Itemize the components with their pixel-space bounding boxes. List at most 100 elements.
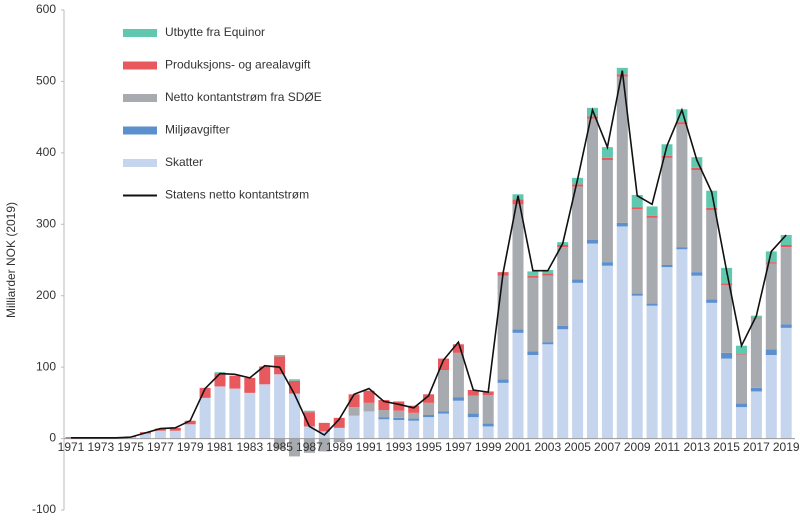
bar-segment (289, 393, 300, 439)
bar-segment (303, 438, 315, 453)
bar-segment (423, 415, 435, 418)
bar-segment (750, 319, 762, 388)
bar-segment (765, 355, 777, 439)
bar-segment (333, 417, 345, 428)
bar-segment (378, 419, 390, 439)
bar-segment (780, 245, 792, 248)
bar-segment (706, 302, 718, 439)
bar-segment (438, 411, 449, 414)
x-tick-label: 1981 (207, 440, 234, 454)
bar-segment (721, 352, 733, 359)
bar-segment (736, 407, 747, 439)
bar-segment (527, 277, 539, 352)
bar-segment (572, 184, 584, 187)
bar-segment (467, 413, 479, 418)
bar-segment (303, 412, 315, 427)
bar-segment (423, 394, 435, 403)
bar-segment (184, 420, 196, 425)
bar-segment (378, 417, 390, 420)
bar-segment (497, 275, 509, 380)
bar-segment (631, 209, 643, 294)
legend-label: Miljøavgifter (165, 123, 230, 137)
bar-segment (587, 243, 598, 439)
x-tick-label: 1983 (236, 440, 263, 454)
bar-segment (676, 109, 688, 123)
bar-segment (736, 403, 747, 408)
bar-segment (333, 438, 345, 443)
bar-segment (452, 397, 464, 401)
bar-segment (512, 332, 524, 439)
bar-segment (721, 358, 733, 439)
bar-segment (482, 391, 494, 395)
bar-segment (452, 344, 464, 353)
bar-segment (542, 273, 554, 276)
bar-segment (512, 199, 524, 205)
legend-label: Produksjons- og arealavgift (165, 58, 311, 72)
bar-segment (184, 424, 196, 439)
bar-segment (661, 267, 673, 439)
bar-segment (750, 391, 762, 439)
x-tick-label: 1977 (147, 440, 174, 454)
y-tick-label: 0 (49, 431, 56, 445)
bar-segment (527, 271, 539, 276)
bar-segment (736, 345, 747, 355)
y-tick-label: 400 (36, 145, 56, 159)
x-tick-label: 1999 (475, 440, 502, 454)
x-tick-label: 1987 (296, 440, 323, 454)
x-tick-label: 2007 (594, 440, 621, 454)
bar-segment (303, 410, 315, 413)
bar-segment (408, 412, 420, 419)
bar-segment (214, 386, 226, 439)
bar-segment (438, 413, 449, 439)
bar-segment (765, 263, 777, 350)
bar-segment (721, 285, 733, 353)
y-tick-label: 200 (36, 288, 56, 302)
y-tick-label: -100 (32, 502, 56, 516)
x-tick-label: 1989 (326, 440, 353, 454)
bar-segment (452, 352, 464, 398)
y-tick-label: 300 (36, 216, 56, 230)
bar-segment (169, 430, 181, 439)
bar-segment (780, 247, 792, 325)
bar-segment (765, 349, 777, 355)
bar-segment (780, 324, 792, 328)
bar-segment (557, 245, 569, 248)
bar-segment (482, 423, 494, 427)
bar-segment (780, 235, 792, 245)
bar-segment (244, 377, 256, 393)
bar-segment (199, 397, 211, 439)
bar-segment (736, 355, 747, 404)
bar-segment (497, 382, 509, 439)
bar-segment (229, 388, 241, 439)
bar-segment (274, 355, 286, 357)
bar-segment (363, 402, 375, 412)
bar-segment (661, 155, 673, 158)
x-tick-label: 2019 (773, 440, 800, 454)
bar-segment (631, 207, 643, 210)
legend-swatch (123, 126, 157, 135)
bar-segment (512, 204, 524, 330)
bar-segment (408, 405, 420, 413)
bar-segment (557, 325, 569, 330)
bar-segment (438, 358, 449, 370)
bar-segment (348, 407, 360, 416)
bar-segment (601, 160, 613, 263)
bar-segment (721, 267, 733, 284)
x-tick-label: 1973 (87, 440, 114, 454)
bar-segment (631, 295, 643, 439)
bar-segment (557, 329, 569, 439)
bar-segment (572, 282, 584, 439)
bar-segment (572, 279, 584, 283)
legend-label: Netto kontantstrøm fra SDØE (165, 90, 322, 104)
x-tick-label: 2017 (743, 440, 770, 454)
legend-label: Skatter (165, 155, 203, 169)
bar-segment (646, 303, 658, 306)
bar-segment (601, 262, 613, 266)
y-tick-label: 500 (36, 74, 56, 88)
bar-segment (691, 157, 703, 168)
x-tick-label: 1979 (177, 440, 204, 454)
bar-segment (423, 417, 435, 439)
bar-segment (750, 318, 762, 320)
bar-segment (542, 344, 554, 439)
bar-segment (616, 222, 628, 227)
